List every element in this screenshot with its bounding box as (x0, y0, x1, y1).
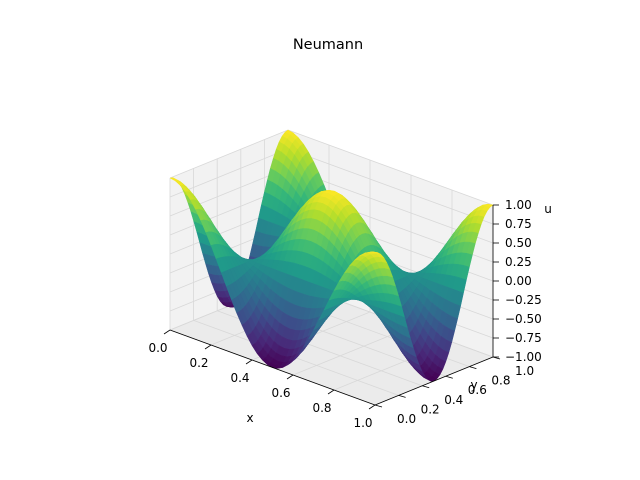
x-tick-label: 0.4 (230, 371, 249, 385)
left-grid-line (169, 148, 289, 198)
x-tick-label: 0.0 (148, 341, 167, 355)
z-tick-label: 0.25 (505, 255, 532, 269)
back-grid-line (287, 129, 494, 206)
y-tick-label: 0.8 (491, 374, 510, 388)
z-tick-label: −1.00 (505, 350, 542, 364)
x-tick-label: 0.2 (189, 356, 208, 370)
z-tick-label: 0.50 (505, 236, 532, 250)
z-tick-label: 0.75 (505, 217, 532, 231)
y-tick-mark (445, 375, 453, 379)
z-axis-label: u (544, 202, 552, 216)
x-tick-mark (368, 404, 376, 410)
z-tick-label: −0.50 (505, 312, 542, 326)
z-tick-label: 0.00 (505, 274, 532, 288)
x-tick-mark (204, 344, 212, 350)
y-tick-label: 0.6 (468, 383, 487, 397)
left-grid-line (169, 129, 289, 179)
y-tick-label: 0.2 (421, 402, 440, 416)
y-axis-label: y (470, 378, 477, 392)
x-tick-label: 1.0 (353, 416, 372, 430)
y-tick-mark (469, 366, 477, 369)
x-axis-line (169, 329, 376, 406)
y-axis-line (374, 356, 494, 406)
z-tick-label: −0.75 (505, 331, 542, 345)
axes: 0.00.20.40.60.81.0 0.00.20.40.60.81.0−1.0… (148, 198, 541, 430)
x-axis-label: x (246, 411, 253, 425)
surface-patch (369, 251, 378, 254)
y-tick-label: 0.0 (397, 412, 416, 426)
x-tick-mark (245, 359, 253, 365)
chart-title: Neumann (293, 37, 363, 53)
y-tick-mark (422, 385, 430, 389)
y-tick-label: 0.4 (444, 393, 463, 407)
z-tick-label: −0.25 (505, 293, 542, 307)
x-tick-mark (327, 389, 335, 395)
back-grid-line (287, 148, 494, 225)
y-tick-label: 1.0 (515, 364, 534, 378)
x-tick-mark (163, 329, 171, 335)
y-tick-mark (374, 404, 383, 408)
y-tick-mark (398, 395, 406, 398)
x-tick-mark (286, 374, 294, 380)
x-tick-label: 0.6 (271, 386, 290, 400)
x-tick-label: 0.8 (312, 401, 331, 415)
surface-plot (169, 129, 494, 382)
z-tick-label: 1.00 (505, 198, 532, 212)
